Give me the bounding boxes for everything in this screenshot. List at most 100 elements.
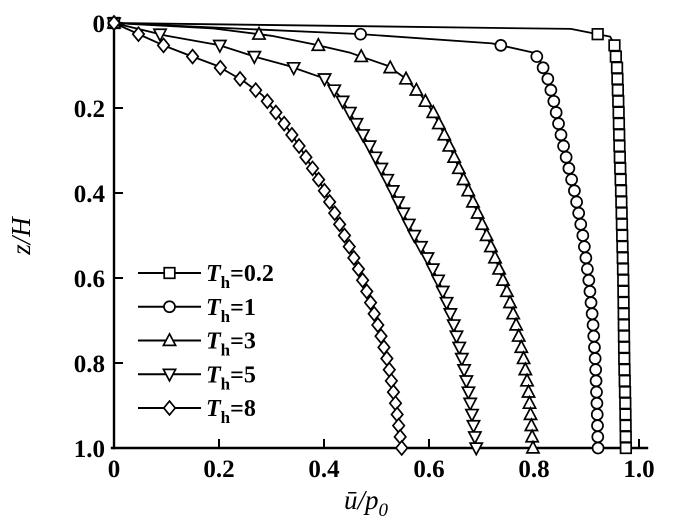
square-marker-icon [619,408,632,421]
legend-item-Th-0.2: Th=0.2 [138,261,274,292]
triangle-down-marker-icon [161,368,178,383]
series-Th-1 [107,16,605,455]
y-tick-label: 0.6 [74,266,105,293]
diamond-marker-icon [285,126,299,144]
square-marker-icon [615,195,628,209]
circle-marker-icon [583,285,597,298]
square-marker-icon [610,61,624,74]
square-marker-icon [617,318,630,332]
triangle-up-marker-icon [251,25,267,40]
diamond-marker-icon [337,227,352,244]
circle-marker-icon [586,318,600,332]
triangle-up-marker-icon [161,332,178,347]
diamond-marker-icon [363,294,378,311]
square-marker-icon [611,72,624,86]
triangle-up-marker-icon [516,350,532,365]
triangle-up-marker-icon [431,115,447,130]
triangle-down-marker-icon [465,419,481,435]
triangle-up-marker-icon [495,271,511,286]
triangle-up-marker-icon [523,406,539,421]
legend-item-Th-1: Th=1 [138,295,256,326]
triangle-up-marker-icon [460,182,476,197]
x-tick-label: 1.0 [623,456,654,483]
x-tick-label: 0.4 [308,456,340,483]
circle-marker-icon [589,374,603,388]
triangle-up-marker-icon [519,372,535,387]
circle-marker-icon [589,363,603,377]
diamond-marker-icon [322,193,337,211]
square-marker-icon [614,184,628,197]
circle-marker-icon [354,27,367,41]
square-marker-icon [619,441,633,455]
diamond-marker-icon [332,216,347,233]
diamond-marker-icon [248,81,263,99]
triangle-up-marker-icon [451,159,467,175]
series-Th-5 [106,17,484,457]
series-Th-3 [106,14,541,454]
circle-marker-icon [541,72,555,86]
diamond-marker-icon [292,137,306,155]
legend-label: Th=3 [206,329,256,360]
triangle-up-marker-icon [398,70,414,85]
diamond-marker-icon [311,171,326,188]
diamond-marker-icon [107,14,121,32]
triangle-down-marker-icon [451,341,467,356]
square-marker-icon [614,162,627,175]
legend-label: Th=0.2 [206,261,274,292]
square-marker-icon [619,419,632,432]
y-axis-title: z/H [6,216,36,256]
triangle-up-marker-icon [522,394,538,410]
circle-marker-icon [587,329,601,343]
triangle-down-marker-icon [425,263,441,278]
triangle-up-marker-icon [505,305,521,320]
diamond-marker-icon [162,399,177,417]
triangle-down-marker-icon [362,140,378,155]
square-marker-icon [618,352,631,365]
square-marker-icon [618,363,631,376]
triangle-down-marker-icon [152,28,168,43]
y-tick-label: 0.4 [74,181,106,208]
triangle-up-marker-icon [408,81,424,96]
triangle-down-marker-icon [355,129,371,144]
triangle-up-marker-icon [417,92,433,108]
diamond-marker-icon [305,160,320,177]
square-marker-icon [591,28,604,41]
square-marker-icon [609,50,622,63]
triangle-down-marker-icon [317,73,333,88]
series-curve [113,22,534,449]
diamond-marker-icon [382,361,397,378]
circle-marker-icon [494,39,508,52]
legend-label: Th=1 [206,295,256,326]
square-marker-icon [617,296,630,309]
circle-marker-icon [570,195,583,209]
diamond-marker-icon [351,260,366,278]
triangle-down-marker-icon [212,39,228,54]
triangle-up-marker-icon [491,260,507,275]
triangle-down-marker-icon [373,162,389,177]
triangle-down-marker-icon [246,50,262,65]
diamond-marker-icon [359,283,374,300]
diamond-marker-icon [386,383,401,401]
triangle-up-marker-icon [523,417,539,432]
square-marker-icon [619,430,632,443]
triangle-up-marker-icon [511,327,527,342]
triangle-down-marker-icon [348,117,364,133]
circle-marker-icon [591,430,605,444]
triangle-up-marker-icon [441,137,457,152]
triangle-down-marker-icon [413,240,429,256]
circle-marker-icon [591,419,604,432]
diamond-marker-icon [131,25,146,43]
circle-marker-icon [163,300,176,314]
circle-marker-icon [554,128,568,142]
square-marker-icon [612,106,625,119]
triangle-up-marker-icon [513,338,529,354]
triangle-down-marker-icon [406,229,422,244]
square-marker-icon [618,385,632,399]
square-marker-icon [163,266,176,280]
triangle-down-marker-icon [467,431,483,446]
triangle-down-marker-icon [390,196,406,211]
triangle-up-marker-icon [479,227,495,242]
triangle-up-marker-icon [483,238,499,253]
